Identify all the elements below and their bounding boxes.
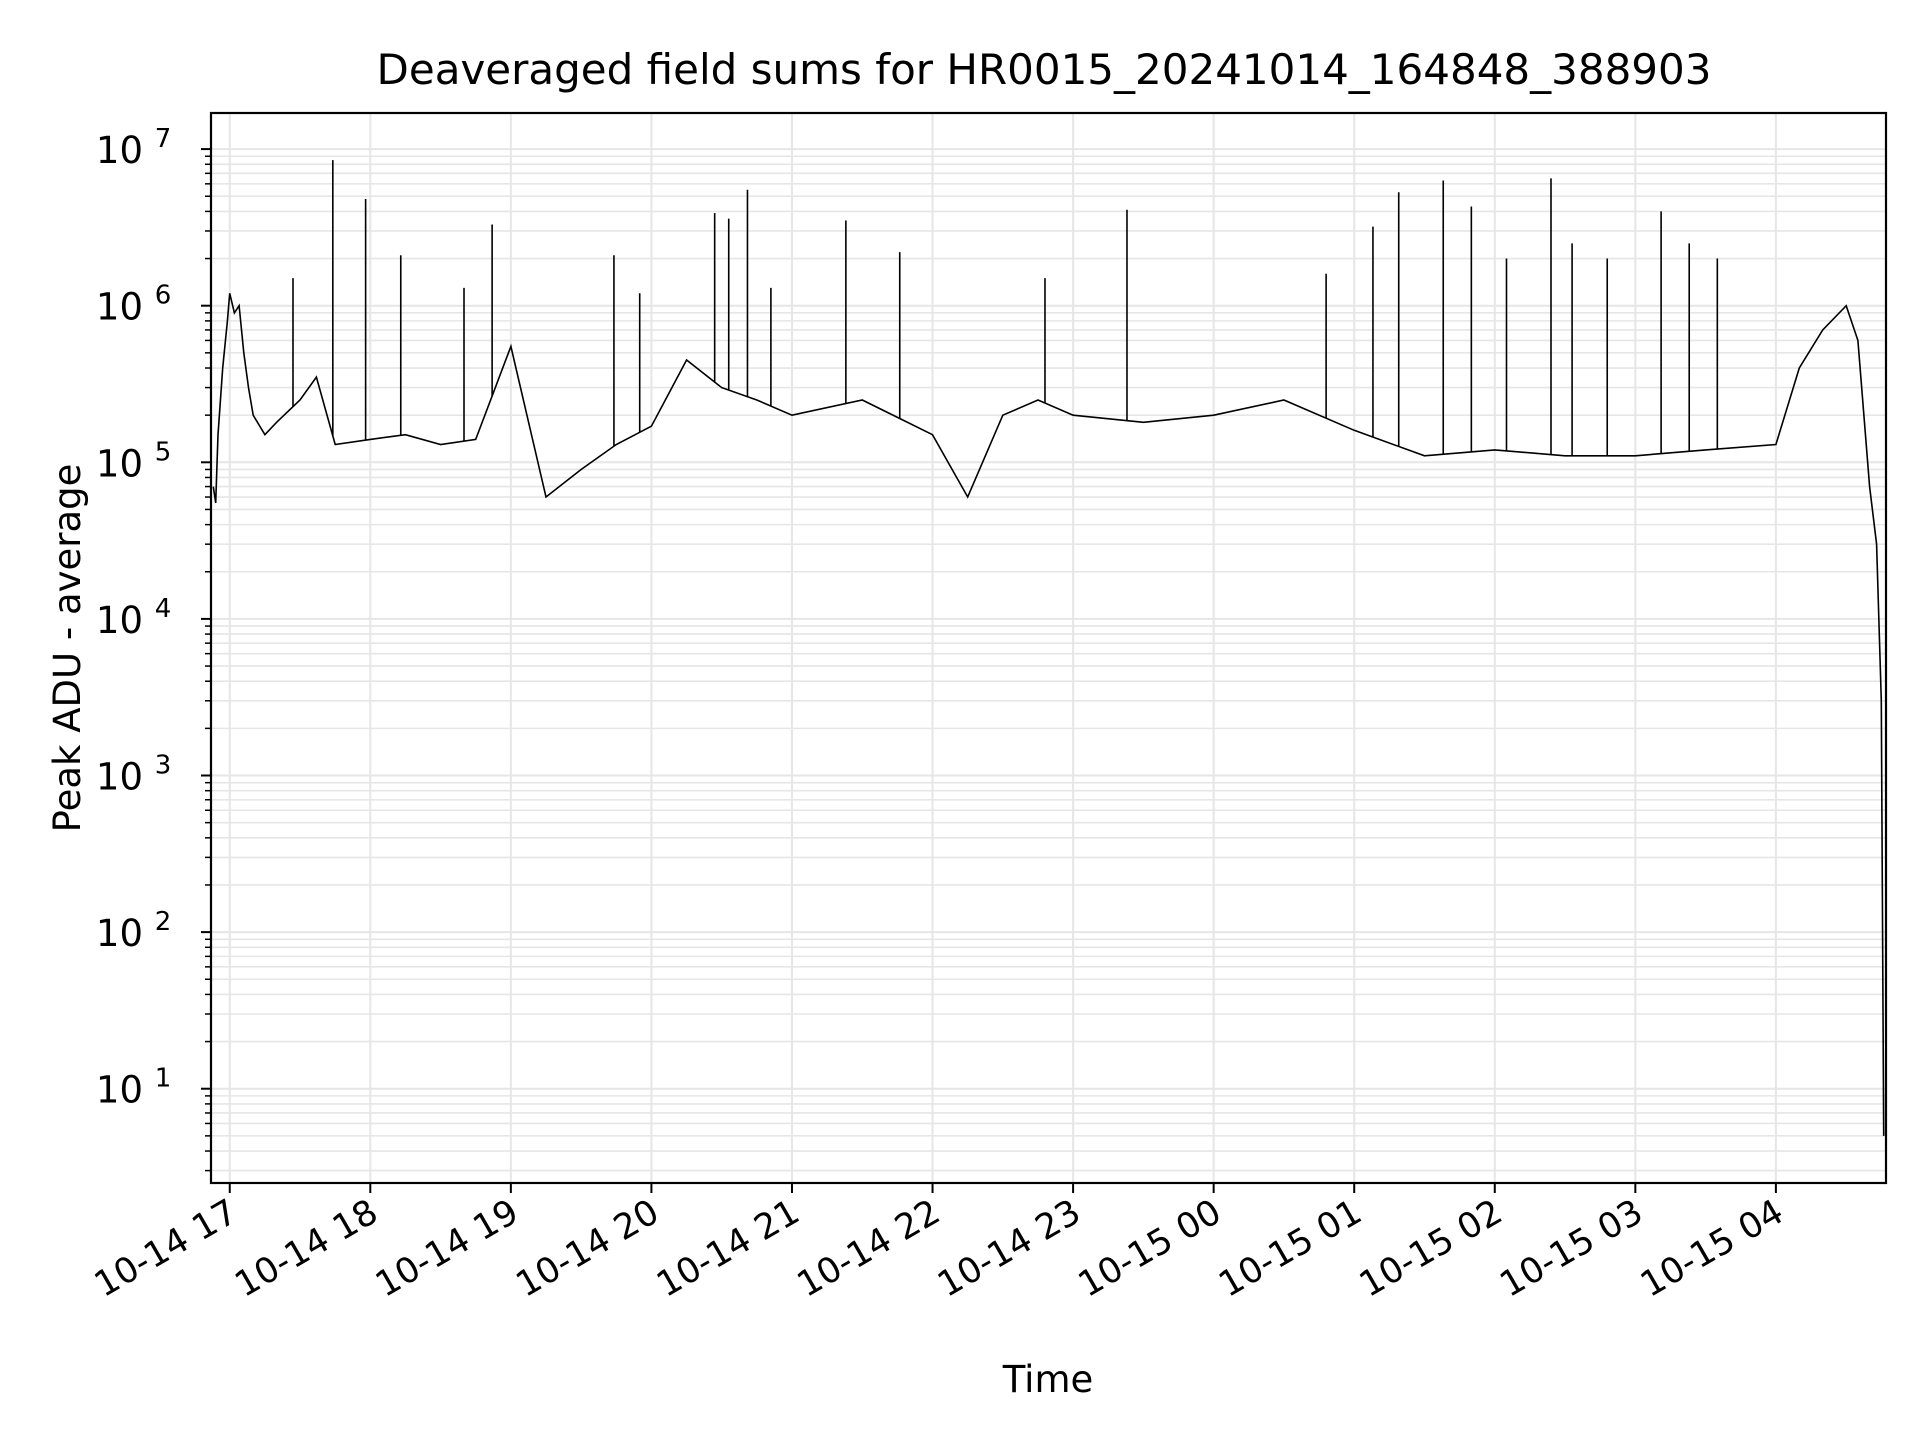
y-tick-base: 10 [96,286,143,329]
y-tick-exponent: 6 [155,281,172,311]
x-axis-label: Time [1002,1358,1094,1401]
y-tick-base: 10 [96,442,143,485]
data-series [212,160,1885,1136]
y-tick-exponent: 2 [155,907,172,937]
x-tick-label: 10-14 22 [791,1192,947,1305]
x-tick-label: 10-14 18 [229,1192,385,1305]
y-tick-exponent: 7 [155,124,172,154]
y-tick-base: 10 [96,1069,143,1112]
x-tick-label: 10-15 02 [1353,1192,1509,1305]
x-tick-label: 10-15 01 [1212,1192,1368,1305]
y-tick-base: 10 [96,129,143,172]
series-line [212,293,1885,1136]
x-tick-label: 10-14 19 [369,1192,525,1305]
y-tick-label: 10 [96,1069,143,1112]
x-tick-label: 10-15 00 [1072,1192,1228,1305]
y-axis: 10 1 10 2 10 3 10 4 10 5 10 6 10 7 [96,124,211,1172]
y-tick-exponent: 3 [155,751,172,781]
y-tick-base: 10 [96,599,143,642]
chart-title: Deaveraged field sums for HR0015_2024101… [377,45,1712,94]
x-tick-label: 10-15 03 [1494,1192,1650,1305]
y-tick-base: 10 [96,756,143,799]
x-tick-label: 10-14 21 [650,1192,806,1305]
y-tick-exponent: 5 [155,437,172,467]
y-tick-exponent: 4 [155,594,172,624]
plot-area-frame [209,111,1888,1185]
x-tick-label: 10-14 20 [510,1192,666,1305]
x-tick-label: 10-14 17 [88,1192,244,1305]
y-tick-label: 10 [96,129,143,172]
grid [211,113,1886,1183]
y-tick-exponent: 1 [155,1064,172,1094]
y-tick-label: 10 [96,442,143,485]
y-tick-label: 10 [96,599,143,642]
y-axis-label: Peak ADU - average [46,464,89,833]
y-tick-label: 10 [96,286,143,329]
y-tick-base: 10 [96,912,143,955]
x-tick-label: 10-15 04 [1634,1192,1790,1305]
y-tick-label: 10 [96,912,143,955]
y-tick-label: 10 [96,756,143,799]
x-tick-label: 10-14 23 [931,1192,1087,1305]
